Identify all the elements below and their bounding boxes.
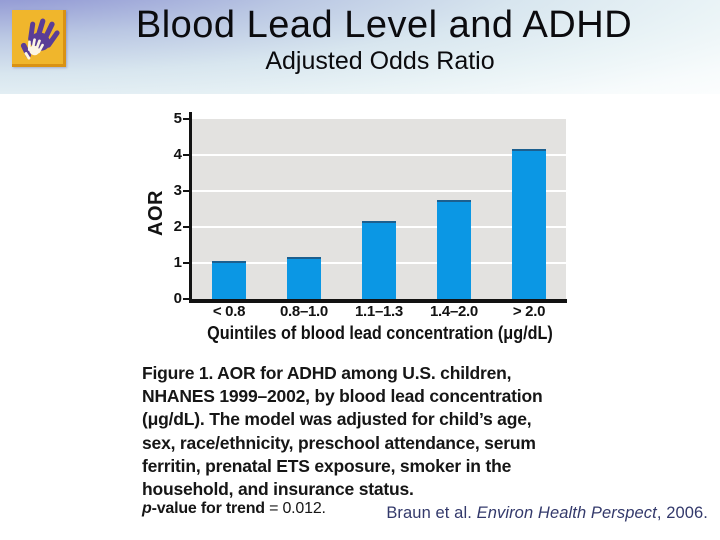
x-tick-label: 1.4–2.0 <box>430 303 478 320</box>
header-band: Blood Lead Level and ADHD Adjusted Odds … <box>0 0 720 94</box>
p-value-text: -value for trend <box>151 500 270 517</box>
hands-logo <box>12 10 66 67</box>
p-value-number: = 0.012. <box>269 500 326 517</box>
gridline <box>192 154 566 156</box>
caption-line: ferritin, prenatal ETS exposure, smoker … <box>142 455 512 476</box>
plot-area <box>192 119 566 299</box>
p-value-note: p-value for trend = 0.012. <box>142 500 326 518</box>
caption-line: NHANES 1999–2002, by blood lead concentr… <box>142 386 543 407</box>
bar-> 2.0 <box>512 149 546 299</box>
y-tick-label: 4 <box>173 146 182 163</box>
y-tick-mark <box>183 118 190 120</box>
figure-caption: Figure 1. AOR for ADHD among U.S. childr… <box>142 362 582 501</box>
p-symbol: p <box>142 500 152 517</box>
y-tick-mark <box>183 226 190 228</box>
caption-line: Figure 1. AOR for ADHD among U.S. childr… <box>142 363 512 383</box>
page-title: Blood Lead Level and ADHD <box>135 4 633 46</box>
caption-line: (μg/dL). The model was adjusted for chil… <box>142 409 532 430</box>
citation-year: , 2006. <box>656 504 708 522</box>
citation-journal: Environ Health Perspect <box>476 504 657 522</box>
y-tick-label: 2 <box>173 218 182 235</box>
citation-authors: Braun et al. <box>386 504 477 522</box>
x-axis-title: Quintiles of blood lead concentration (μ… <box>207 323 553 343</box>
y-tick-label: 5 <box>173 110 182 127</box>
bar-1.1–1.3 <box>362 221 396 299</box>
page-subtitle: Adjusted Odds Ratio <box>265 47 495 75</box>
y-axis-title: AOR <box>145 190 167 236</box>
y-tick-mark <box>183 298 190 300</box>
y-axis-line <box>189 112 192 302</box>
x-tick-label: > 2.0 <box>512 303 546 320</box>
caption-line: household, and insurance status. <box>142 479 414 500</box>
y-tick-mark <box>183 262 190 264</box>
x-tick-label: 1.1–1.3 <box>355 303 403 320</box>
bar-1.4–2.0 <box>437 200 471 299</box>
x-tick-label: 0.8–1.0 <box>280 303 328 320</box>
y-tick-label: 1 <box>173 254 182 271</box>
y-tick-label: 0 <box>173 290 182 307</box>
y-tick-mark <box>183 190 190 192</box>
gridline <box>192 190 566 192</box>
bar-< 0.8 <box>212 261 246 299</box>
y-tick-label: 3 <box>173 182 182 199</box>
caption-line: sex, race/ethnicity, preschool attendanc… <box>142 432 536 453</box>
x-axis-line <box>189 299 567 303</box>
y-tick-mark <box>183 154 190 156</box>
citation: Braun et al. Environ Health Perspect, 20… <box>356 504 708 523</box>
bar-0.8–1.0 <box>287 257 321 299</box>
x-tick-label: < 0.8 <box>212 303 246 320</box>
